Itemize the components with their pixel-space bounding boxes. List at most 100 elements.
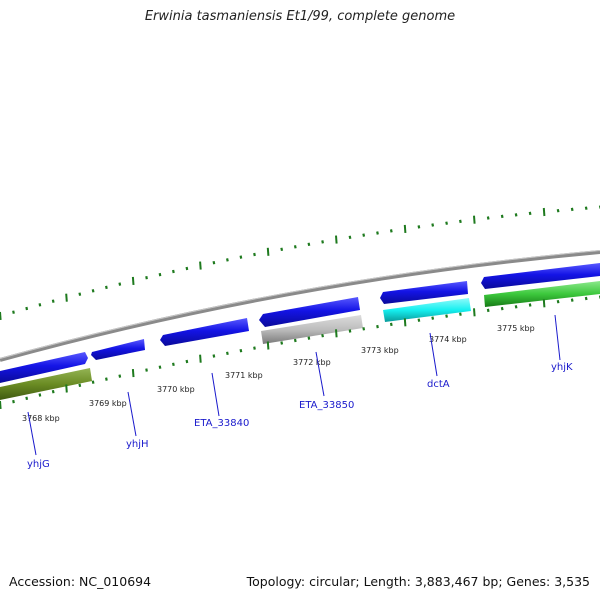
minor-tick xyxy=(105,285,108,290)
minor-tick xyxy=(417,225,421,229)
gene-arrow-yhjG-upstream[interactable] xyxy=(0,352,88,383)
minor-tick xyxy=(556,299,560,304)
scale-label: 3771 kbp xyxy=(225,371,263,380)
scale-label: 3770 kbp xyxy=(157,385,195,394)
gene-label-ETA_33840[interactable]: ETA_33840 xyxy=(194,418,249,429)
highlight-track xyxy=(0,281,600,400)
gene-labels: yhjG yhjH ETA_33840 ETA_33850 dctA yhjK xyxy=(27,362,573,470)
genome-backbone-highlight xyxy=(0,250,600,359)
minor-tick xyxy=(51,389,55,394)
minor-tick xyxy=(145,276,148,280)
scale-label: 3769 kbp xyxy=(89,399,127,408)
minor-tick xyxy=(12,310,15,314)
minor-tick xyxy=(307,336,311,340)
minor-tick xyxy=(145,368,148,372)
minor-tick xyxy=(514,305,518,309)
label-line-ETA_33840 xyxy=(211,372,220,417)
major-tick xyxy=(131,369,135,378)
minor-tick xyxy=(584,206,588,210)
lower-tick-arc xyxy=(0,295,600,410)
minor-tick xyxy=(348,329,352,333)
minor-tick xyxy=(38,303,42,307)
highlight-cyan[interactable] xyxy=(383,298,471,322)
major-tick xyxy=(403,224,407,233)
major-tick xyxy=(266,341,270,350)
major-tick xyxy=(542,207,546,217)
major-tick xyxy=(65,384,68,393)
minor-tick xyxy=(389,229,393,233)
label-line-yhjH xyxy=(127,391,137,437)
major-tick xyxy=(473,215,476,224)
minor-tick xyxy=(280,247,284,252)
major-tick xyxy=(542,299,546,308)
gene-label-lines xyxy=(27,314,561,456)
minor-tick xyxy=(570,298,574,302)
major-tick xyxy=(0,400,2,410)
major-tick xyxy=(199,354,202,363)
minor-tick xyxy=(514,213,518,217)
minor-tick xyxy=(172,269,175,274)
accession-label: Accession: NC_010694 xyxy=(9,574,152,589)
upper-tick-arc xyxy=(0,205,600,321)
minor-tick xyxy=(431,223,435,227)
minor-tick xyxy=(25,396,29,401)
major-tick xyxy=(335,329,338,338)
gene-arrow-yhjK[interactable] xyxy=(481,263,600,289)
minor-tick xyxy=(226,351,229,356)
scale-label: 3768 kbp xyxy=(22,414,60,423)
minor-tick xyxy=(78,292,82,296)
minor-tick xyxy=(362,233,366,237)
major-tick xyxy=(403,318,407,327)
minor-tick xyxy=(500,306,504,311)
gene-label-yhjH[interactable]: yhjH xyxy=(126,439,149,450)
minor-tick xyxy=(158,272,162,277)
minor-tick xyxy=(78,383,82,388)
label-line-dctA xyxy=(429,332,438,377)
minor-tick xyxy=(459,219,462,224)
minor-tick xyxy=(376,324,379,329)
minor-tick xyxy=(185,359,189,364)
gene-arrow-yhjH[interactable] xyxy=(91,339,145,360)
minor-tick xyxy=(584,296,588,301)
minor-tick xyxy=(158,365,162,369)
minor-tick xyxy=(212,260,216,265)
minor-tick xyxy=(556,208,560,213)
scale-label: 3772 kbp xyxy=(293,358,331,367)
minor-tick xyxy=(570,207,574,212)
minor-tick xyxy=(376,231,379,235)
gene-label-ETA_33850[interactable]: ETA_33850 xyxy=(299,400,354,411)
gene-label-yhjG[interactable]: yhjG xyxy=(27,459,50,470)
major-tick xyxy=(131,276,135,285)
minor-tick xyxy=(431,316,435,320)
gene-label-yhjK[interactable]: yhjK xyxy=(551,362,573,373)
minor-tick xyxy=(486,216,490,220)
minor-tick xyxy=(25,306,29,311)
gene-label-dctA[interactable]: dctA xyxy=(427,379,450,390)
minor-tick xyxy=(185,266,189,271)
minor-tick xyxy=(253,252,256,257)
gene-arrow-ETA_33850[interactable] xyxy=(259,297,360,327)
label-line-yhjK xyxy=(554,314,561,361)
minor-tick xyxy=(348,235,352,240)
genome-summary: Topology: circular; Length: 3,883,467 bp… xyxy=(246,574,590,589)
minor-tick xyxy=(321,333,324,338)
minor-tick xyxy=(293,245,297,249)
minor-tick xyxy=(445,221,448,225)
minor-tick xyxy=(12,399,15,404)
scale-labels: 3768 kbp 3769 kbp 3770 kbp 3771 kbp 3772… xyxy=(22,324,535,423)
minor-tick xyxy=(293,338,297,343)
scale-label: 3774 kbp xyxy=(429,335,467,344)
highlight-green[interactable] xyxy=(484,281,600,307)
highlight-gray[interactable] xyxy=(261,315,363,344)
gene-arrow-dctA[interactable] xyxy=(380,281,468,304)
gene-arrow-ETA_33840[interactable] xyxy=(160,318,249,346)
major-tick xyxy=(266,247,270,256)
genome-backbone xyxy=(0,250,600,362)
minor-tick xyxy=(172,362,175,367)
highlight-olive[interactable] xyxy=(0,368,92,400)
minor-tick xyxy=(486,308,490,313)
minor-tick xyxy=(118,374,122,378)
label-line-yhjG xyxy=(27,411,37,456)
